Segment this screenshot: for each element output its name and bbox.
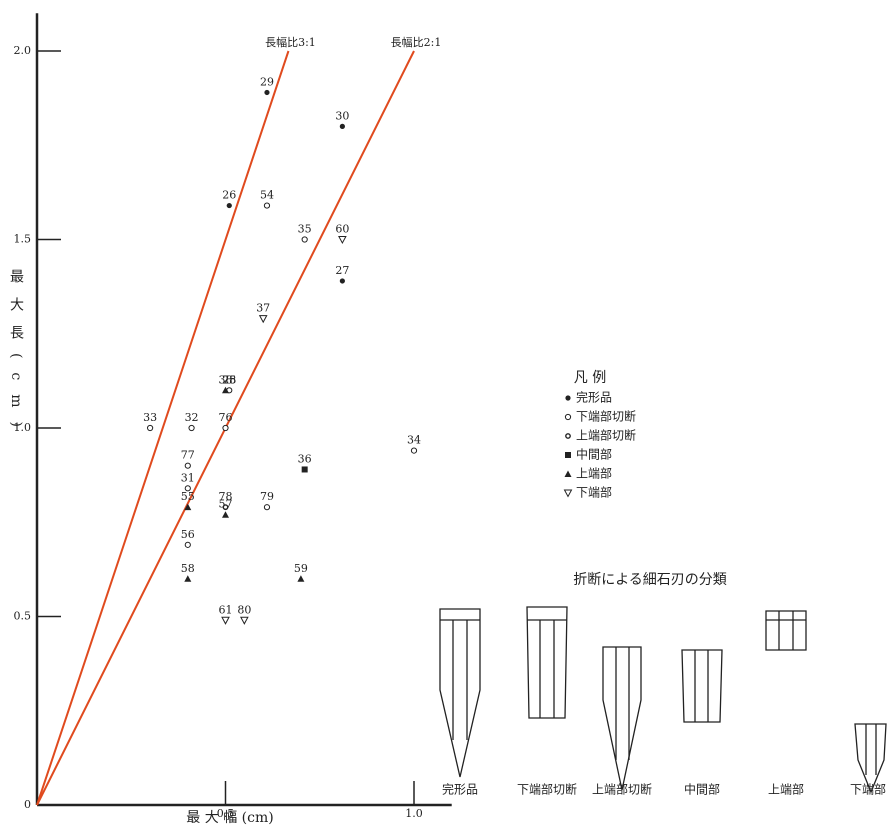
point-label: 26 (222, 189, 236, 202)
point (221, 616, 230, 625)
point (184, 503, 192, 511)
point-label: 58 (181, 562, 195, 575)
legend-label: 完形品 (576, 390, 612, 405)
point-label: 27 (335, 264, 349, 277)
point (147, 424, 154, 432)
ratio-line-label: 長幅比3:1 (265, 36, 316, 49)
point-label: 76 (219, 411, 233, 424)
x-tick-label: 0.5 (217, 807, 235, 820)
point-label: 37 (256, 302, 270, 315)
point (184, 575, 192, 582)
point-label: 38 (219, 373, 233, 386)
point-label: 55 (181, 490, 195, 503)
x-tick-label: 1.0 (405, 807, 423, 820)
classification-label: 完形品 (442, 782, 478, 797)
point-label: 33 (143, 411, 157, 424)
point-label: 56 (181, 528, 195, 541)
point-label: 61 (219, 603, 233, 616)
point (188, 424, 195, 432)
point (564, 413, 572, 421)
point-label: 28 (222, 373, 236, 386)
legend-label: 上端部切断 (576, 428, 636, 443)
legend-label: 中間部 (576, 447, 612, 462)
point-label: 59 (294, 562, 308, 575)
classification-label: 中間部 (684, 782, 720, 797)
point-label: 80 (237, 603, 251, 616)
legend-label: 下端部 (576, 485, 612, 500)
point-label: 30 (335, 109, 349, 122)
point-label: 57 (219, 498, 233, 511)
point-label: 54 (260, 189, 274, 202)
point (565, 395, 571, 401)
point (222, 511, 229, 518)
point-label: 32 (185, 411, 199, 424)
point-label: 77 (181, 449, 195, 462)
point (301, 236, 308, 243)
point-label: 29 (260, 75, 274, 88)
classification-label: 下端部 (850, 782, 886, 797)
point (297, 575, 305, 582)
legend-title: 凡 例 (574, 370, 606, 386)
point (410, 447, 418, 454)
point (565, 433, 571, 439)
point (222, 386, 229, 394)
point (263, 202, 271, 209)
point (565, 452, 571, 458)
y-tick-label: 1.0 (14, 421, 32, 434)
y-axis-label: 最大長(cm) (8, 269, 24, 441)
point (338, 236, 347, 245)
point (339, 123, 345, 129)
ratio-line-label: 長幅比2:1 (391, 36, 442, 49)
point (222, 424, 229, 432)
y-tick-label: 0 (24, 798, 31, 811)
classification-title: 折断による細石刃の分類 (573, 572, 727, 588)
y-tick-label: 0.5 (14, 610, 32, 623)
point (263, 504, 271, 511)
classification-label: 上端部 (768, 782, 804, 797)
point (184, 485, 191, 492)
point (184, 541, 191, 548)
point-label: 36 (298, 452, 312, 465)
ratio-line (36, 50, 290, 806)
y-tick-label: 2.0 (14, 44, 32, 57)
point (184, 462, 191, 469)
point-label: 75 (222, 373, 236, 386)
point (301, 466, 308, 473)
point (339, 278, 345, 284)
point (222, 504, 229, 511)
blade-drawings (439, 606, 887, 794)
y-tick-label: 1.5 (14, 233, 32, 246)
point (564, 470, 572, 477)
point (563, 489, 573, 498)
point-label: 78 (219, 490, 233, 503)
classification-label: 上端部切断 (592, 782, 652, 797)
point (258, 315, 268, 324)
x-axis-label: 最 大 幅 (cm) (186, 810, 273, 826)
point-label: 35 (298, 223, 312, 236)
point (226, 202, 232, 209)
point-label: 60 (335, 223, 349, 236)
legend-label: 上端部 (576, 466, 612, 481)
point (264, 89, 270, 96)
point-label: 31 (181, 471, 195, 484)
legend-label: 下端部切断 (576, 409, 636, 424)
point-label: 34 (407, 434, 421, 447)
classification-label: 下端部切断 (517, 782, 577, 797)
point-label: 79 (260, 490, 274, 503)
point (240, 616, 249, 625)
